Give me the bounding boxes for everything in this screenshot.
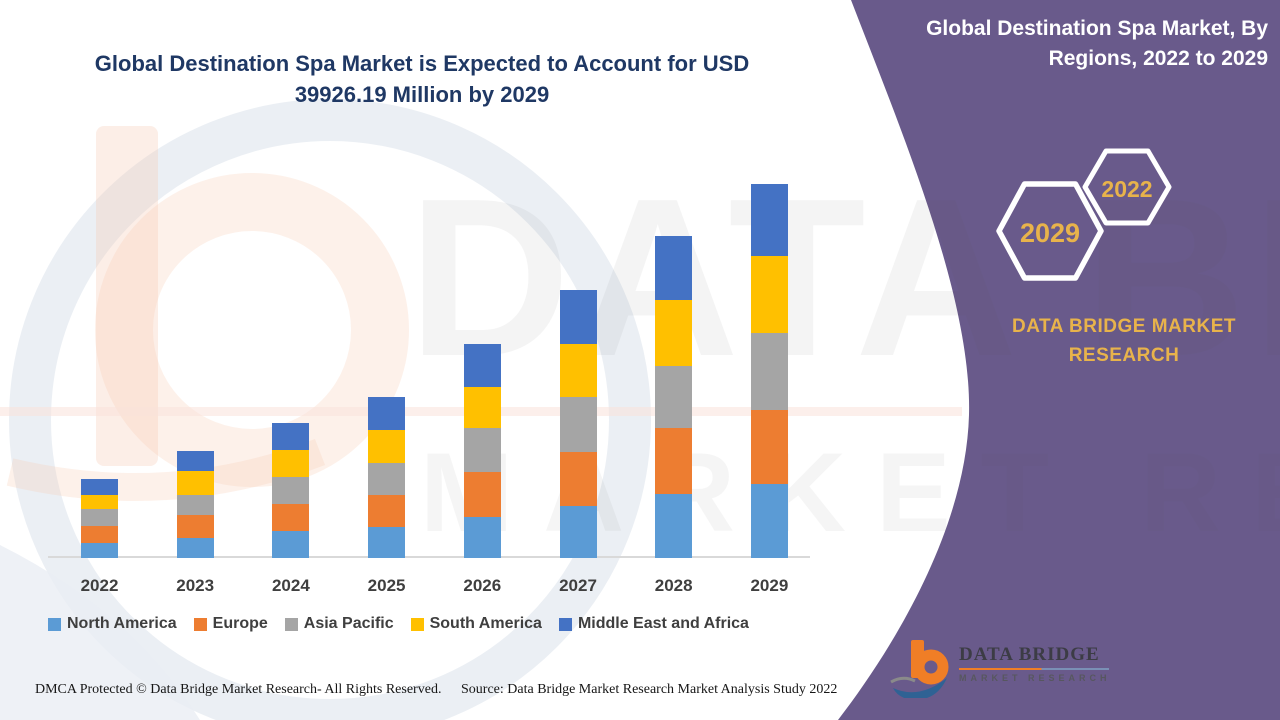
bar-2026 xyxy=(463,343,501,558)
bar-segment-2023-asia-pacific xyxy=(176,495,214,516)
bar-segment-2027-middle-east-and-africa xyxy=(559,290,597,344)
chart-title: Global Destination Spa Market is Expecte… xyxy=(94,51,750,107)
x-axis-label-2023: 2023 xyxy=(176,576,215,595)
bar-segment-2028-middle-east-and-africa xyxy=(655,235,693,301)
bar-segment-2027-south-america xyxy=(559,343,597,398)
hexagon-2029-icon xyxy=(996,181,1104,281)
x-axis-label-2028: 2028 xyxy=(654,576,693,595)
legend-swatch-icon xyxy=(284,617,298,631)
legend-label: North America xyxy=(67,615,177,632)
bar-segment-2022-asia-pacific xyxy=(81,509,118,526)
hexagon-badges: 2022 2029 xyxy=(996,148,1172,281)
bar-segment-2026-south-america xyxy=(463,386,501,429)
bar-2024 xyxy=(272,423,310,558)
legend-label: Middle East and Africa xyxy=(577,615,749,632)
side-panel-title: Global Destination Spa Market, By Region… xyxy=(926,17,1268,70)
legend-item-asia-pacific: Asia Pacific xyxy=(284,615,394,633)
dbmr-logo-icon xyxy=(890,640,949,698)
bar-segment-2028-south-america xyxy=(655,300,693,367)
hexagon-2022-icon xyxy=(1082,148,1172,226)
bar-segment-2022-middle-east-and-africa xyxy=(81,478,118,495)
footer-dmca-text: DMCA Protected © Data Bridge Market Rese… xyxy=(35,682,442,697)
bar-segment-2024-europe xyxy=(272,504,310,532)
bar-segment-2025-middle-east-and-africa xyxy=(368,396,406,430)
legend-item-europe: Europe xyxy=(193,615,268,633)
legend-label: Asia Pacific xyxy=(303,615,394,632)
bar-segment-2026-north-america xyxy=(463,516,501,558)
bar-segment-2027-europe xyxy=(559,452,597,506)
legend-item-north-america: North America xyxy=(48,615,177,633)
x-axis-label-2027: 2027 xyxy=(559,576,597,595)
x-axis-label-2029: 2029 xyxy=(750,576,789,595)
bar-segment-2028-north-america xyxy=(655,493,693,558)
dbmr-logo-title: DATA BRIDGE xyxy=(959,644,1100,665)
bar-segment-2022-north-america xyxy=(81,542,118,558)
dbmr-logo-words: DATA BRIDGE MARKET RESEARCH xyxy=(959,644,1109,683)
bar-segment-2029-asia-pacific xyxy=(750,332,788,410)
bar-2029 xyxy=(750,184,788,558)
bar-2025 xyxy=(368,396,406,558)
bar-segment-2027-asia-pacific xyxy=(559,397,597,453)
x-axis-line xyxy=(48,556,810,558)
x-axis-label-2026: 2026 xyxy=(463,576,502,595)
legend-swatch-icon xyxy=(193,617,207,631)
legend-item-south-america: South America xyxy=(410,615,542,633)
bar-segment-2023-middle-east-and-africa xyxy=(176,451,214,472)
bar-2023 xyxy=(176,451,214,558)
bar-segment-2025-europe xyxy=(368,495,406,527)
footer-source-text: Source: Data Bridge Market Research Mark… xyxy=(461,682,838,697)
dbmr-logo-rule xyxy=(959,668,1109,670)
bar-segment-2025-asia-pacific xyxy=(368,463,406,496)
legend-label: South America xyxy=(429,615,542,632)
legend-swatch-icon xyxy=(558,617,572,631)
bar-segment-2029-europe xyxy=(750,409,788,485)
x-axis-label-2022: 2022 xyxy=(80,576,119,595)
bar-2022 xyxy=(81,478,118,558)
bar-segment-2025-north-america xyxy=(368,526,406,558)
side-panel-brand: DATA BRIDGE MARKET RESEARCH xyxy=(1012,316,1236,366)
hexagon-year-2022: 2022 xyxy=(1101,176,1152,202)
bar-segment-2026-europe xyxy=(463,472,501,517)
hexagon-year-2029: 2029 xyxy=(1020,218,1080,248)
bar-segment-2024-south-america xyxy=(272,450,310,478)
bar-segment-2025-south-america xyxy=(368,429,406,464)
legend-swatch-icon xyxy=(48,617,61,631)
legend-label: Europe xyxy=(212,615,268,632)
dbmr-logo-subtitle: MARKET RESEARCH xyxy=(959,673,1111,683)
bar-segment-2028-europe xyxy=(655,428,693,494)
legend-item-middle-east-and-africa: Middle East and Africa xyxy=(558,615,749,633)
side-band-shape xyxy=(838,0,1280,720)
bar-segment-2029-south-america xyxy=(750,255,788,333)
bar-segment-2024-middle-east-and-africa xyxy=(272,423,310,451)
bar-segment-2024-north-america xyxy=(272,531,310,558)
legend: North America Europe Asia Pacific South Ame… xyxy=(48,615,749,633)
x-axis-label-2024: 2024 xyxy=(271,576,310,595)
bar-segment-2026-middle-east-and-africa xyxy=(463,343,501,387)
bar-segment-2023-south-america xyxy=(176,471,214,496)
bar-segment-2022-europe xyxy=(81,525,118,543)
bar-segment-2023-north-america xyxy=(176,537,214,558)
bar-segment-2026-asia-pacific xyxy=(463,428,501,473)
bar-segment-2024-asia-pacific xyxy=(272,477,310,505)
bar-2027 xyxy=(559,290,597,558)
bar-segment-2022-south-america xyxy=(81,494,118,510)
bar-2028 xyxy=(655,235,693,558)
bar-segment-2027-north-america xyxy=(559,506,597,558)
bar-segment-2028-asia-pacific xyxy=(655,366,693,429)
bar-segment-2023-europe xyxy=(176,515,214,538)
legend-swatch-icon xyxy=(410,617,424,631)
bar-segment-2029-north-america xyxy=(750,484,788,558)
x-axis-label-2025: 2025 xyxy=(367,576,406,595)
dbmr-logo: DATA BRIDGE MARKET RESEARCH xyxy=(885,636,1109,698)
bar-segment-2029-middle-east-and-africa xyxy=(750,184,788,256)
